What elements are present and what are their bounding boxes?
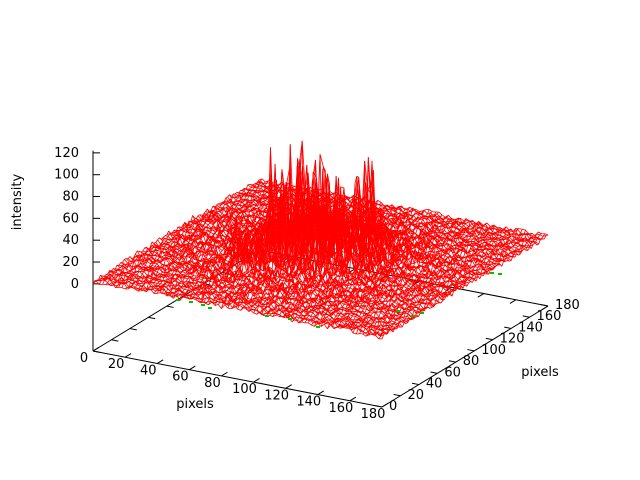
surface-mesh-canvas	[0, 0, 640, 480]
gnuplot-3d-figure: 0204060801001201401601800204060801001201…	[0, 0, 640, 480]
